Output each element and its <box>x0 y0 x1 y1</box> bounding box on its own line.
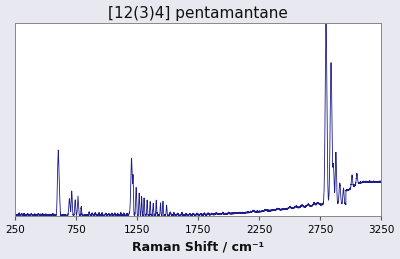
Title: [12(3)4] pentamantane: [12(3)4] pentamantane <box>108 5 288 20</box>
X-axis label: Raman Shift / cm⁻¹: Raman Shift / cm⁻¹ <box>132 240 264 254</box>
